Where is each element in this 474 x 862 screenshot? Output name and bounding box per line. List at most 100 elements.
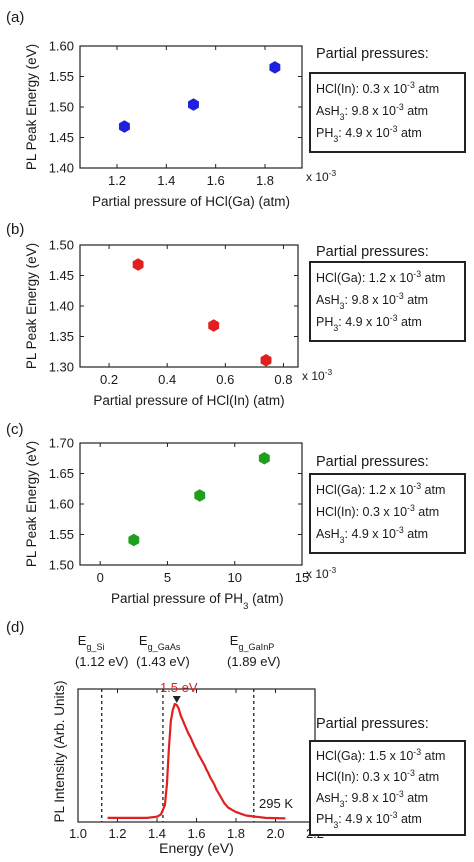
condition-line-part: AsH (316, 527, 340, 541)
y-tick-label: 1.55 (49, 527, 74, 542)
condition-line: AsH3: 4.9 x 10-3 atm (316, 525, 428, 545)
condition-line-part: atm (415, 770, 439, 784)
condition-line-part: atm (415, 505, 439, 519)
y-axis-label: PL Peak Energy (eV) (24, 44, 39, 170)
bandgap-marker-name-part: g_GaAs (148, 642, 181, 652)
condition-line-part: 3 (333, 323, 338, 333)
data-point (258, 451, 270, 465)
condition-line-part: AsH (316, 104, 340, 118)
condition-line-part: 3 (340, 799, 345, 809)
condition-line: AsH3: 9.8 x 10-3 atm (316, 102, 428, 122)
condition-line-part: -3 (413, 481, 421, 491)
condition-line-part: atm (404, 791, 428, 805)
x-tick-label: 1.6 (187, 826, 205, 841)
y-tick-label: 1.50 (49, 558, 74, 573)
condition-line: PH3: 4.9 x 10-3 atm (316, 124, 422, 144)
x-tick-label: 1.0 (69, 826, 87, 841)
condition-line: HCl(Ga): 1.2 x 10-3 atm (316, 269, 445, 285)
peak-arrow-head (172, 696, 181, 703)
x-multiplier-part: x 10 (306, 567, 329, 581)
panel-d: (d)1.01.21.41.61.82.02.2Energy (eV)PL In… (6, 619, 466, 856)
condition-line-part: 3 (333, 820, 338, 830)
condition-line-part: PH (316, 126, 333, 140)
condition-line-part: -3 (413, 269, 421, 279)
condition-line-part: -3 (390, 313, 398, 323)
y-tick-label: 1.40 (49, 161, 74, 176)
bandgap-marker-name-part: g_GaInP (238, 642, 274, 652)
condition-line-part: : 0.3 x 10 (356, 505, 407, 519)
bandgap-marker-name-part: g_Si (86, 642, 104, 652)
x-axis-label: Energy (eV) (159, 840, 234, 856)
condition-line: HCl(Ga): 1.2 x 10-3 atm (316, 481, 445, 497)
bandgap-marker-value: (1.43 eV) (136, 654, 189, 669)
x-tick-label: 0 (97, 570, 104, 585)
x-multiplier-part: x 10 (302, 369, 325, 383)
condition-line-part: PH (316, 315, 333, 329)
bandgap-marker-value: (1.89 eV) (227, 654, 280, 669)
panel-label: (a) (6, 9, 24, 26)
x-multiplier-part: -3 (329, 168, 337, 178)
x-multiplier-part: x 10 (306, 170, 329, 184)
y-tick-label: 1.45 (49, 130, 74, 145)
bandgap-marker-name-part: E (230, 633, 239, 648)
partial-pressures-title: Partial pressures: (316, 454, 429, 470)
x-tick-label: 1.6 (207, 173, 225, 188)
x-tick-label: 0.8 (274, 372, 292, 387)
y-tick-label: 1.40 (49, 299, 74, 314)
condition-line-part: -3 (396, 291, 404, 301)
y-tick-label: 1.60 (49, 497, 74, 512)
condition-line: AsH3: 9.8 x 10-3 atm (316, 291, 428, 311)
x-axis-label: Partial pressure of PH3 (atm) (111, 591, 284, 612)
conditions-box (309, 261, 466, 342)
condition-line-part: : 4.9 x 10 (338, 812, 389, 826)
y-axis-label: PL Intensity (Arb. Units) (52, 680, 67, 822)
panel-label: (b) (6, 221, 24, 238)
y-tick-label: 1.30 (49, 360, 74, 375)
partial-pressures-title: Partial pressures: (316, 716, 429, 732)
spectrum-line (107, 702, 286, 820)
x-tick-label: 15 (295, 570, 309, 585)
data-point (269, 61, 281, 74)
condition-line: HCl(Ga): 1.5 x 10-3 atm (316, 747, 445, 763)
condition-line-part: 3 (340, 301, 345, 311)
condition-line-part: : 4.9 x 10 (338, 315, 389, 329)
x-axis-label-part: Partial pressure of PH (111, 591, 243, 606)
x-tick-label: 1.2 (108, 826, 126, 841)
bandgap-marker-name: Eg_Si (78, 633, 105, 652)
bandgap-marker-value: (1.12 eV) (75, 654, 128, 669)
conditions-box (309, 740, 466, 836)
y-tick-label: 1.35 (49, 329, 74, 344)
condition-line-part: : 1.2 x 10 (362, 271, 413, 285)
x-multiplier: x 10-3 (306, 565, 336, 581)
y-tick-label: 1.45 (49, 268, 74, 283)
condition-line-part: -3 (407, 503, 415, 513)
condition-line-part: -3 (396, 525, 404, 535)
peak-label: 1.5 eV (160, 680, 198, 695)
x-tick-label: 0.4 (158, 372, 176, 387)
y-axis-label: PL Peak Energy (eV) (24, 441, 39, 567)
x-axis-label: Partial pressure of HCl(Ga) (atm) (92, 194, 290, 209)
condition-line-part: HCl(In) (316, 82, 356, 96)
condition-line-part: -3 (407, 80, 415, 90)
condition-line-part: -3 (390, 124, 398, 134)
condition-line-part: HCl(Ga) (316, 749, 362, 763)
partial-pressures-title: Partial pressures: (316, 244, 429, 260)
conditions-box (309, 72, 466, 153)
condition-line: HCl(In): 0.3 x 10-3 atm (316, 80, 439, 96)
y-tick-label: 1.65 (49, 466, 74, 481)
x-tick-label: 1.2 (108, 173, 126, 188)
partial-pressures-title: Partial pressures: (316, 46, 429, 62)
plot-frame (79, 244, 299, 368)
condition-line-part: : 9.8 x 10 (345, 791, 396, 805)
condition-line-part: : 1.2 x 10 (362, 483, 413, 497)
conditions-box (309, 473, 466, 554)
condition-line-part: HCl(In) (316, 505, 356, 519)
condition-line-part: : 4.9 x 10 (345, 527, 396, 541)
x-multiplier-part: -3 (325, 367, 333, 377)
panel-c: (c)1.501.551.601.651.700 5 10 15x 10-3Parti… (6, 421, 466, 612)
condition-line-part: PH (316, 812, 333, 826)
data-point (128, 533, 140, 547)
y-tick-label: 1.50 (49, 100, 74, 115)
data-point (260, 354, 272, 367)
